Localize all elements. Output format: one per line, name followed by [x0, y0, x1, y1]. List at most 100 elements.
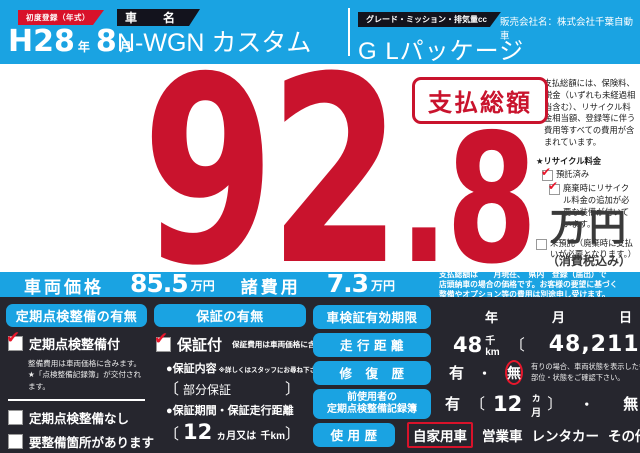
- warranty-period-label: ●保証期間・保証走行距離: [166, 405, 294, 417]
- first-registration-month: 8: [95, 24, 117, 59]
- maintenance-with-note-line: 整備費用は車両価格に含みます。: [28, 359, 142, 368]
- car-name: N-WGN カスタム: [117, 29, 312, 57]
- deposit-detail-checkbox[interactable]: ✔: [548, 180, 560, 196]
- year-suffix: 年: [77, 40, 90, 54]
- dot-separator: ・: [580, 397, 594, 412]
- warranty-with-checkbox[interactable]: ✔: [154, 330, 171, 352]
- price-bar-note-line: 店頭納車の場合の価格です。お客様の要望に基づく: [439, 279, 618, 289]
- repair-history-no: 無: [507, 364, 522, 381]
- inspection-expiry-row: 車検証有効期限 年 月 日: [313, 304, 636, 329]
- repair-history-row: 修 復 歴 有 ・ 無 有りの場合、車両状態を表示した書面にて、 部位・状態をご…: [313, 360, 640, 385]
- total-price-decimal: .8: [398, 95, 538, 303]
- check-icon: ✔: [541, 165, 552, 180]
- inspection-expiry-label: 車検証有効期限: [313, 304, 431, 329]
- deposit-detail-label: 廃棄時にリサイクル料金の追加が必要な装備が付いています。: [563, 183, 630, 229]
- month-label: 月: [551, 310, 565, 325]
- usage-option-commercial: 営業車: [482, 428, 523, 444]
- bracket-close: 〕: [547, 396, 563, 413]
- maintenance-with-note-line: ★「点検整備記録簿」が交付されます。: [28, 370, 142, 391]
- condition-section: 定期点検整備の有無 ✔ 定期点検整備付 整備費用は車両価格に含みます。 ★「点検…: [0, 297, 640, 453]
- maintenance-without-label: 定期点検整備なし: [29, 412, 130, 427]
- recycle-fee-title: ★リサイクル料金: [536, 155, 602, 166]
- mileage-row: 走 行 距 離 48 千km 〔 48,211 〕: [313, 332, 639, 358]
- warranty-period-bracket: 〔 12 ヵ月又は 千km 〕: [164, 420, 300, 444]
- maintenance-title: 定期点検整備の有無: [6, 304, 147, 327]
- first-registration-date: H28 年 8 月: [8, 27, 138, 57]
- repair-needed-checkbox[interactable]: [8, 434, 23, 450]
- check-icon: ✔: [154, 329, 169, 348]
- repair-history-note-line: 有りの場合、車両状態を表示した書面にて、: [531, 362, 640, 372]
- deposited-checkbox[interactable]: ✔: [541, 166, 553, 182]
- maintenance-divider: [8, 399, 145, 402]
- deposited-label: 預託済み: [556, 169, 590, 180]
- repair-history-no-circled: 無: [505, 360, 524, 385]
- warranty-content-label-text: ●保証内容: [166, 363, 217, 375]
- maintenance-panel: 定期点検整備の有無 ✔ 定期点検整備付 整備費用は車両価格に含みます。 ★「点検…: [6, 304, 154, 450]
- dot-separator: ・: [478, 366, 492, 381]
- bracket-open: 〔: [164, 381, 180, 398]
- mileage-unit: 千km: [485, 335, 500, 358]
- usage-history-row: 使 用 歴 自家用車 営業車 レンタカー その他: [313, 421, 640, 448]
- first-registration-tag: 初度登録（年式）: [18, 10, 104, 25]
- year-label: 年: [485, 310, 499, 325]
- maintenance-with-checkbox[interactable]: ✔: [6, 329, 23, 351]
- bracket-close: 〕: [284, 381, 300, 398]
- total-price-note: ★支払総額には、保険料、税金（いずれも未経過相当含む）、リサイクル料金相当額、登…: [536, 78, 636, 147]
- repair-history-note: 有りの場合、車両状態を表示した書面にて、 部位・状態をご確認下さい。: [531, 362, 640, 383]
- vehicle-price-label: 車両価格: [24, 277, 104, 297]
- not-deposited-checkbox[interactable]: [536, 238, 547, 250]
- check-icon: ✔: [548, 179, 559, 194]
- usage-option-private: 自家用車: [407, 421, 473, 448]
- header-divider: [348, 8, 350, 56]
- record-book-months-unit: ヵ月: [531, 392, 542, 419]
- price-bar-note: 支払総額は 月現在、 県内 登録（届出）で 店頭納車の場合の価格です。お客様の要…: [439, 270, 634, 300]
- warranty-content-value: 部分保証: [183, 383, 232, 397]
- price-bar-note-line: 整備やオプション等の費用は別途申し受けます。: [439, 290, 610, 300]
- bracket-open: 〔: [470, 396, 486, 413]
- total-price-badge: 支払総額: [412, 77, 548, 124]
- price-unit: 万円: [550, 207, 628, 248]
- fees-label: 諸費用: [240, 277, 301, 297]
- month-suffix: 月: [119, 40, 132, 54]
- total-price-integer: 92: [142, 21, 402, 322]
- bracket-close: 〕: [284, 426, 300, 443]
- bracket-open: 〔: [164, 426, 180, 443]
- grade-tag: グレード・ミッション・排気量cc: [358, 12, 501, 27]
- price-unit-block: 万円 （消費税込み）: [540, 207, 638, 269]
- fees-value: 7.3: [326, 269, 369, 298]
- seller-name: 販売会社名：株式会社千葉自動車: [500, 17, 634, 42]
- warranty-title: 保証の有無: [154, 304, 306, 327]
- usage-option-rental: レンタカー: [531, 428, 600, 444]
- side-notes: ★支払総額には、保険料、税金（いずれも未経過相当含む）、リサイクル料金相当額、登…: [536, 78, 636, 263]
- record-book-no: 無: [623, 396, 639, 413]
- repair-needed-label: 要整備箇所があります: [29, 436, 155, 451]
- record-book-label-line1: 前使用者の: [347, 391, 397, 403]
- mileage-label: 走 行 距 離: [313, 332, 431, 357]
- mileage-value: 48: [453, 332, 483, 357]
- check-icon: ✔: [6, 328, 21, 347]
- vehicle-price-value: 85.5: [130, 269, 189, 298]
- total-price: 92 .8: [142, 21, 538, 322]
- bracket-open: 〔: [509, 337, 525, 354]
- maintenance-without-checkbox[interactable]: [8, 410, 23, 426]
- record-book-months: 12: [493, 391, 523, 416]
- warranty-period-value: 12: [183, 420, 213, 444]
- repair-history-yes: 有: [449, 365, 465, 382]
- usage-history-label: 使 用 歴: [313, 422, 395, 447]
- total-price-area: 支払総額 92 .8 万円 （消費税込み） ★支払総額には、保険料、税金（いずれ…: [0, 21, 640, 322]
- maintenance-with-label: 定期点検整備付: [29, 337, 121, 352]
- details-panel: 車検証有効期限 年 月 日 走 行 距 離 48 千km 〔 48,211 〕: [313, 304, 640, 449]
- warranty-content-label: ●保証内容 ※詳しくはスタッフにお尋ね下さい。: [166, 360, 329, 376]
- car-name-tag: 車 名: [117, 9, 200, 26]
- record-book-label: 前使用者の 定期点検整備記録簿: [313, 388, 431, 419]
- record-book-row: 前使用者の 定期点検整備記録簿 有 〔 12 ヵ月 〕 ・ 無: [313, 388, 639, 419]
- price-bar-note-line: 支払総額は 月現在、 県内 登録（届出）で: [439, 269, 607, 279]
- header: 初度登録（年式） H28 年 8 月 車 名 N-WGN カスタム グレード・ミッショ…: [0, 0, 640, 65]
- warranty-with-note: 保証費用は車両価格に含みます。: [232, 340, 346, 349]
- warranty-content-bracket: 〔 部分保証 〕: [164, 378, 300, 399]
- usage-option-other: その他: [608, 428, 640, 444]
- warranty-panel: 保証の有無 ✔ 保証付 保証費用は車両価格に含みます。 ●保証内容 ※詳しくはスタ…: [154, 304, 345, 449]
- maintenance-with-note: 整備費用は車両価格に含みます。 ★「点検整備記録簿」が交付されます。: [28, 358, 147, 392]
- warranty-content-note: ※詳しくはスタッフにお尋ね下さい。: [218, 367, 329, 374]
